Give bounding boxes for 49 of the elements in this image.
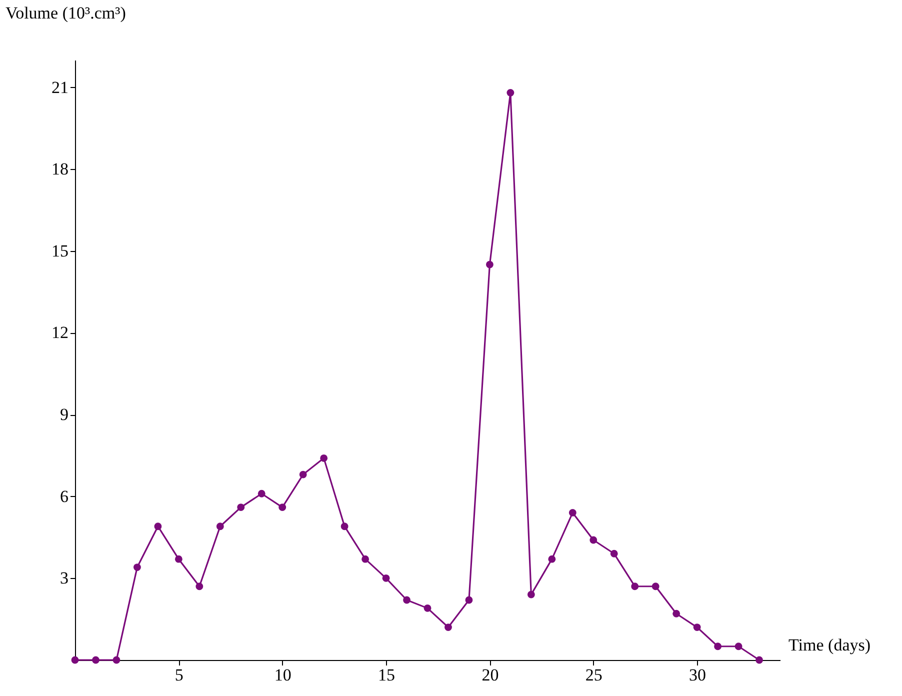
point [237, 504, 245, 511]
point [424, 604, 432, 612]
point [734, 642, 742, 650]
point [216, 522, 224, 530]
point [112, 656, 120, 664]
point [174, 555, 182, 563]
point [568, 509, 576, 516]
point [548, 555, 556, 563]
point [486, 260, 494, 268]
point [610, 550, 618, 558]
point [71, 656, 79, 664]
point [134, 564, 141, 571]
point [506, 89, 514, 96]
x-tick-label: 30 [689, 666, 706, 684]
point [756, 656, 763, 664]
point [590, 536, 598, 544]
point [340, 522, 348, 530]
point [382, 574, 390, 582]
y-tick-label: 3 [60, 568, 68, 588]
point [278, 504, 286, 511]
point [258, 490, 266, 498]
x-tick-label: 20 [482, 666, 499, 684]
y-tick-label: 12 [52, 323, 68, 342]
point [320, 454, 328, 462]
point [714, 642, 722, 650]
y-axis-title: Volume (10³.cm³) [6, 4, 126, 22]
point [672, 610, 680, 618]
point [92, 656, 100, 664]
point [154, 522, 162, 530]
point [362, 555, 369, 563]
y-tick-label: 9 [60, 405, 68, 424]
point [196, 582, 204, 590]
point [444, 624, 452, 631]
point [631, 582, 639, 590]
y-tick-label: 15 [52, 241, 68, 260]
point [465, 596, 473, 604]
y-tick-label: 6 [60, 486, 68, 506]
x-axis-title: Time (days) [788, 636, 871, 654]
x-tick-label: 25 [585, 666, 602, 684]
y-tick-label: 21 [52, 78, 68, 97]
point [299, 470, 307, 478]
y-tick-label: 18 [52, 160, 68, 179]
x-tick-label: 10 [274, 666, 292, 684]
x-tick-label: 15 [378, 666, 396, 684]
point [693, 624, 701, 631]
x-tick-label: 5 [174, 666, 184, 684]
point [403, 596, 410, 604]
point [527, 590, 535, 598]
point [652, 582, 660, 590]
